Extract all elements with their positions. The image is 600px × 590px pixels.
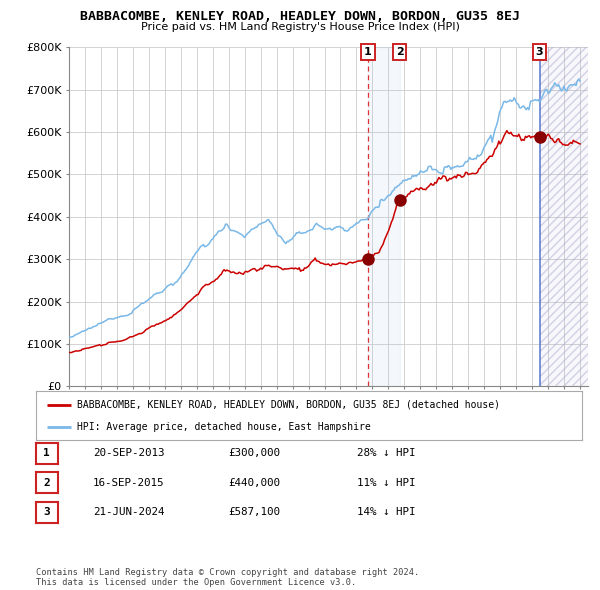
Text: HPI: Average price, detached house, East Hampshire: HPI: Average price, detached house, East… [77,422,371,432]
Text: 20-SEP-2013: 20-SEP-2013 [93,448,164,458]
Bar [539,47,588,386]
Text: £587,100: £587,100 [228,507,280,517]
Text: 16-SEP-2015: 16-SEP-2015 [93,478,164,487]
Text: 3: 3 [536,47,544,57]
Text: Contains HM Land Registry data © Crown copyright and database right 2024.
This d: Contains HM Land Registry data © Crown c… [36,568,419,587]
Text: 2: 2 [396,47,404,57]
Text: BABBACOMBE, KENLEY ROAD, HEADLEY DOWN, BORDON, GU35 8EJ (detached house): BABBACOMBE, KENLEY ROAD, HEADLEY DOWN, B… [77,399,500,409]
Text: 1: 1 [364,47,372,57]
Text: 2: 2 [43,478,50,487]
Text: BABBACOMBE, KENLEY ROAD, HEADLEY DOWN, BORDON, GU35 8EJ: BABBACOMBE, KENLEY ROAD, HEADLEY DOWN, B… [80,10,520,23]
Text: 11% ↓ HPI: 11% ↓ HPI [357,478,415,487]
Text: 1: 1 [43,448,50,458]
Text: Price paid vs. HM Land Registry's House Price Index (HPI): Price paid vs. HM Land Registry's House … [140,22,460,32]
Text: £300,000: £300,000 [228,448,280,458]
Text: 14% ↓ HPI: 14% ↓ HPI [357,507,415,517]
Bar [368,47,400,386]
Text: 28% ↓ HPI: 28% ↓ HPI [357,448,415,458]
Text: £440,000: £440,000 [228,478,280,487]
Text: 21-JUN-2024: 21-JUN-2024 [93,507,164,517]
Text: 3: 3 [43,507,50,517]
Bar [539,47,588,386]
